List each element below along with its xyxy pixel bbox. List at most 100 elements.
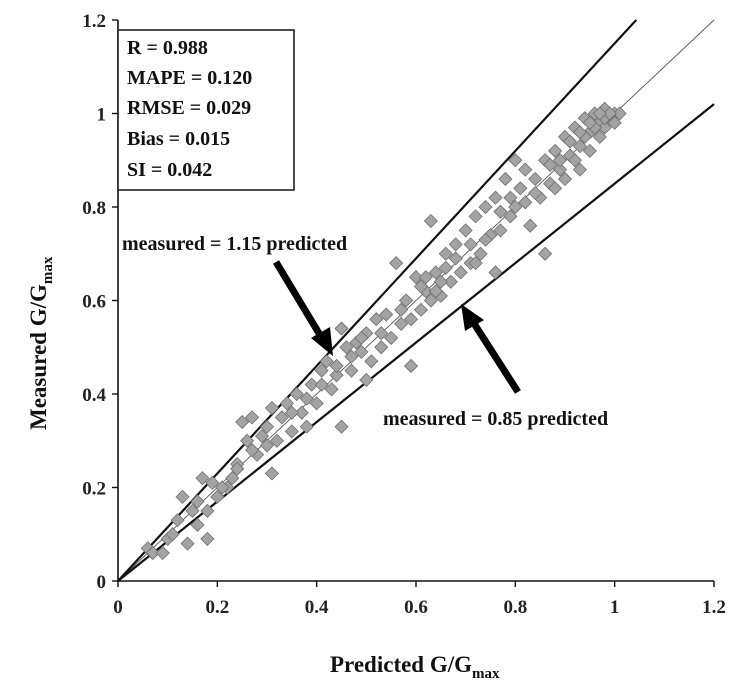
data-point [354, 344, 369, 359]
data-point [245, 443, 260, 458]
data-point [458, 223, 473, 238]
x-tick-label: 0.2 [205, 597, 229, 618]
x-axis-label-main: Predicted G/G [330, 652, 472, 677]
data-point [498, 171, 513, 187]
data-point [364, 354, 379, 369]
data-point [389, 256, 404, 271]
data-point [394, 302, 409, 317]
data-point [582, 143, 597, 158]
data-point [518, 162, 533, 177]
data-point [448, 251, 463, 266]
y-axis-label-main: Measured G/G [26, 284, 51, 430]
data-point [552, 153, 568, 168]
data-point [374, 340, 389, 355]
data-point [369, 312, 384, 327]
data-point [523, 218, 538, 233]
data-point [518, 195, 533, 210]
data-point [597, 120, 612, 135]
x-tick-label: 0 [113, 597, 123, 618]
stat-si: SI = 0.042 [127, 159, 212, 181]
data-point [175, 489, 190, 504]
data-point [329, 368, 344, 383]
data-point [552, 162, 568, 177]
x-tick-label: 0.8 [503, 597, 527, 618]
data-point [254, 429, 270, 444]
x-axis-label-sub: max [472, 666, 500, 681]
x-tick-labels: 0 0.2 0.4 0.6 0.8 1 1.2 [113, 597, 726, 618]
y-tick-label: 0.4 [82, 385, 106, 406]
data-point [478, 232, 493, 247]
data-point [334, 419, 349, 434]
data-point [379, 307, 394, 322]
data-point [438, 246, 453, 261]
data-point [513, 181, 528, 196]
arrow-lower-head [461, 304, 484, 331]
data-point [334, 321, 349, 336]
data-point [190, 517, 205, 532]
data-point [235, 414, 250, 430]
data-point [493, 204, 508, 219]
stats-box [117, 29, 295, 191]
data-point [329, 358, 344, 374]
data-point [572, 125, 587, 140]
data-point [428, 265, 443, 280]
data-point [543, 157, 558, 172]
data-point [508, 199, 523, 215]
data-point [384, 330, 399, 345]
data-point [145, 545, 160, 561]
data-point [418, 270, 433, 285]
data-point [438, 260, 453, 275]
data-point [304, 377, 319, 392]
y-tick-labels: 0 0.2 0.4 0.6 0.8 1 1.2 [82, 11, 106, 593]
data-point [488, 265, 503, 280]
data-point [448, 237, 463, 252]
reference-line-1 [117, 19, 638, 582]
data-point [503, 190, 518, 205]
data-point [309, 396, 324, 411]
data-point [548, 143, 563, 158]
y-tick-label: 1.2 [82, 11, 106, 32]
data-point [240, 433, 255, 448]
stat-mape: MAPE = 0.120 [127, 67, 252, 89]
data-point [230, 461, 245, 476]
y-tick-label: 0.8 [82, 198, 106, 219]
arrow-lower-shaft [472, 323, 521, 394]
data-point [195, 471, 210, 486]
data-point [314, 363, 329, 378]
data-point [299, 391, 314, 406]
data-point [359, 372, 374, 388]
y-tick-label: 1 [97, 105, 107, 126]
data-point [408, 270, 424, 285]
data-point [324, 382, 339, 397]
y-axis-label-sub: max [40, 256, 56, 284]
data-point [463, 237, 478, 252]
x-tick-label: 1.2 [702, 597, 726, 618]
data-point [279, 396, 294, 411]
data-point [508, 153, 523, 168]
data-point [503, 209, 518, 224]
data-point [180, 536, 195, 551]
data-point [215, 480, 230, 495]
data-point [225, 471, 240, 486]
y-tick-label: 0 [97, 572, 107, 593]
data-point [200, 503, 215, 518]
data-point [259, 438, 275, 453]
data-point [562, 134, 578, 149]
data-point [399, 293, 414, 308]
stat-bias: Bias = 0.015 [127, 128, 230, 150]
x-tick-label: 0.4 [305, 597, 329, 618]
data-point [413, 302, 429, 317]
data-point [433, 274, 448, 289]
data-point [299, 419, 314, 434]
data-point [572, 139, 587, 154]
data-point [428, 284, 443, 299]
data-point [289, 386, 304, 402]
data-point [269, 433, 284, 448]
x-axis-label: Predicted G/Gmax [330, 652, 500, 681]
annotation-lower-line: measured = 0.85 predicted [383, 408, 608, 430]
data-point [567, 153, 582, 168]
data-point [473, 246, 488, 261]
data-point [423, 213, 438, 229]
data-point [403, 358, 419, 374]
data-point [200, 531, 215, 546]
